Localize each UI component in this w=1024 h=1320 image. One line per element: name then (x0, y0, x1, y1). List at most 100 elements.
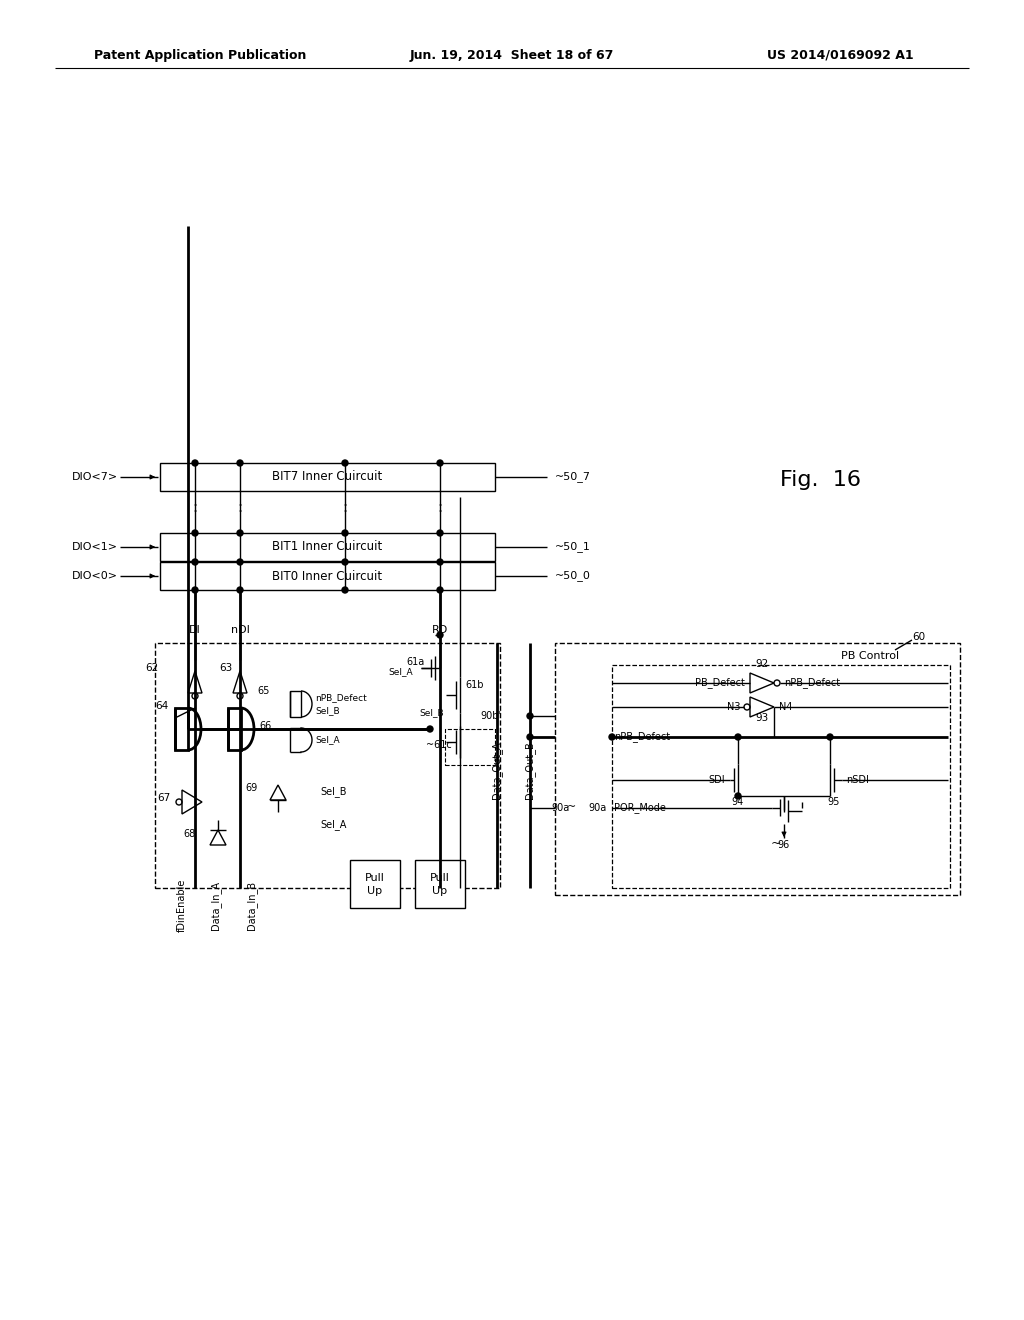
Text: Sel_B: Sel_B (315, 706, 340, 715)
Circle shape (735, 793, 741, 799)
Text: Fig.  16: Fig. 16 (779, 470, 860, 490)
Text: ~: ~ (566, 803, 575, 812)
Text: 94: 94 (732, 797, 744, 807)
Circle shape (342, 558, 348, 565)
Text: nPB_Defect: nPB_Defect (315, 693, 367, 702)
Text: nPB_Defect: nPB_Defect (784, 677, 840, 689)
Text: 68: 68 (183, 829, 196, 840)
Circle shape (193, 531, 198, 536)
Text: SDI: SDI (709, 775, 725, 785)
Circle shape (342, 459, 348, 466)
Text: 61b: 61b (465, 680, 483, 690)
Text: nSDI: nSDI (846, 775, 869, 785)
Text: Sel_B: Sel_B (319, 787, 346, 797)
Text: :: : (193, 499, 198, 515)
Text: Jun. 19, 2014  Sheet 18 of 67: Jun. 19, 2014 Sheet 18 of 67 (410, 49, 614, 62)
Text: PB Control: PB Control (841, 651, 899, 661)
Text: N3: N3 (726, 702, 740, 711)
Text: Pull: Pull (366, 873, 385, 883)
Text: N4: N4 (779, 702, 793, 711)
Text: ~50_7: ~50_7 (555, 471, 591, 482)
Circle shape (437, 459, 443, 466)
Bar (155, 643, 500, 888)
Text: Data_Out_B: Data_Out_B (524, 741, 536, 799)
Text: 65: 65 (258, 686, 270, 696)
Text: 60: 60 (912, 632, 925, 642)
Circle shape (193, 459, 198, 466)
Circle shape (342, 531, 348, 536)
Text: BIT1 Inner Cuircuit: BIT1 Inner Cuircuit (272, 540, 383, 553)
Text: BIT0 Inner Cuircuit: BIT0 Inner Cuircuit (272, 569, 383, 582)
Text: :: : (342, 499, 347, 515)
Text: Data_Out_A: Data_Out_A (492, 742, 503, 799)
Text: 92: 92 (756, 659, 769, 669)
Text: 90a: 90a (552, 803, 570, 813)
Circle shape (437, 531, 443, 536)
Bar (175, 708, 188, 750)
Circle shape (193, 558, 198, 565)
Text: DIO<7>: DIO<7> (72, 473, 118, 482)
Bar (290, 690, 301, 717)
Bar (228, 708, 241, 750)
Circle shape (237, 558, 243, 565)
Text: 93: 93 (756, 713, 769, 723)
Bar (160, 533, 495, 561)
Circle shape (827, 734, 833, 741)
Text: 64: 64 (155, 701, 168, 711)
Circle shape (527, 713, 534, 719)
Text: PB_Defect: PB_Defect (695, 677, 745, 689)
Text: ~50_0: ~50_0 (555, 570, 591, 581)
Bar (445, 729, 495, 766)
Circle shape (735, 734, 741, 741)
Text: :: : (437, 499, 442, 515)
Bar (415, 861, 465, 908)
Text: DI: DI (189, 624, 201, 635)
Text: 67: 67 (157, 793, 170, 803)
Bar (350, 861, 400, 908)
Text: fDinEnable: fDinEnable (177, 878, 187, 932)
Bar (160, 562, 495, 590)
Text: 96: 96 (778, 840, 791, 850)
Text: 90a: 90a (589, 803, 607, 813)
Text: nPB_Defect: nPB_Defect (614, 731, 670, 742)
Circle shape (527, 734, 534, 741)
Text: POR_Mode: POR_Mode (614, 803, 666, 813)
Text: Sel_A: Sel_A (315, 735, 340, 744)
Text: ~50_1: ~50_1 (555, 541, 591, 553)
Circle shape (342, 587, 348, 593)
Circle shape (237, 587, 243, 593)
Text: Patent Application Publication: Patent Application Publication (94, 49, 306, 62)
Bar (612, 665, 950, 888)
Circle shape (237, 531, 243, 536)
Text: 61a: 61a (407, 657, 425, 667)
Text: ~61c: ~61c (426, 741, 452, 750)
Text: ~: ~ (770, 837, 781, 850)
Text: Pull: Pull (430, 873, 450, 883)
Circle shape (427, 726, 433, 733)
Text: Sel_B: Sel_B (420, 709, 444, 718)
Text: :: : (238, 499, 243, 515)
Text: DIO<0>: DIO<0> (72, 572, 118, 581)
Text: Sel_A: Sel_A (388, 668, 413, 676)
Bar (555, 643, 961, 895)
Text: 90b': 90b' (480, 711, 501, 721)
Text: DIO<1>: DIO<1> (72, 543, 118, 552)
Text: 69: 69 (246, 783, 258, 793)
Circle shape (193, 587, 198, 593)
Text: nDI: nDI (230, 624, 250, 635)
Text: 66: 66 (260, 721, 272, 731)
Text: Up: Up (368, 886, 383, 896)
Text: BIT7 Inner Cuircuit: BIT7 Inner Cuircuit (272, 470, 383, 483)
Text: 95: 95 (827, 797, 840, 807)
Circle shape (437, 558, 443, 565)
Text: 62: 62 (144, 663, 158, 673)
Text: US 2014/0169092 A1: US 2014/0169092 A1 (767, 49, 913, 62)
Circle shape (437, 587, 443, 593)
Text: 63: 63 (220, 663, 233, 673)
Circle shape (437, 632, 443, 638)
Text: Data_In_B: Data_In_B (247, 880, 257, 929)
Circle shape (609, 734, 615, 741)
Bar (160, 463, 495, 491)
Circle shape (237, 459, 243, 466)
Text: Sel_A: Sel_A (319, 820, 346, 830)
